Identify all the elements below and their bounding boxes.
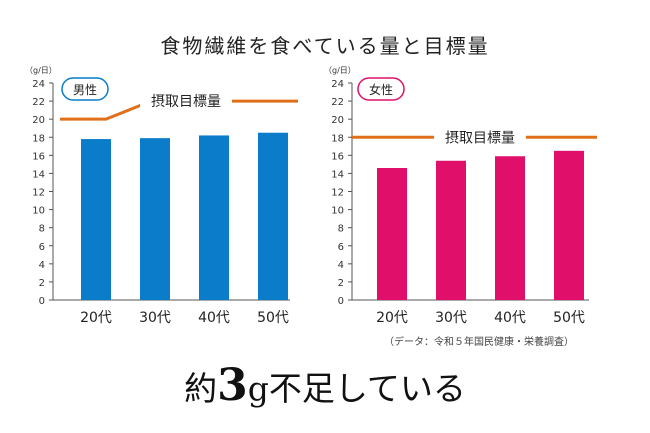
x-tick-label: 40代	[198, 310, 230, 326]
legend-badge	[357, 77, 405, 101]
x-tick-label: 30代	[435, 310, 467, 326]
legend-badge-label: 男性	[73, 83, 97, 97]
source-note: （データ：令和５年国民健康・栄養調査）	[384, 337, 574, 348]
y-tick-label: 10	[32, 206, 45, 217]
headline-number: 3	[217, 360, 248, 411]
x-tick-label: 30代	[139, 310, 171, 326]
bar	[436, 160, 466, 300]
y-tick-label: 8	[39, 224, 45, 235]
y-tick-label: 24	[32, 79, 45, 90]
y-tick-label: 24	[331, 79, 344, 90]
y-tick-label: 2	[39, 278, 45, 289]
y-tick-label: 0	[39, 296, 45, 307]
y-tick-label: 18	[32, 133, 45, 144]
bar	[258, 132, 288, 300]
y-tick-label: 14	[32, 169, 45, 180]
y-tick-label: 12	[331, 188, 344, 199]
y-tick-label: 18	[331, 133, 344, 144]
unit-label: （g/日）	[324, 66, 356, 75]
target-label: 摂取目標量	[445, 130, 515, 146]
target-label-bg	[434, 127, 526, 148]
target-label: 摂取目標量	[151, 94, 221, 110]
headline-text: 約3g不足している	[184, 360, 466, 411]
y-tick-label: 4	[39, 260, 45, 271]
y-tick-label: 16	[331, 151, 344, 162]
bar	[199, 135, 229, 300]
y-tick-label: 22	[32, 97, 45, 108]
y-tick-label: 20	[331, 115, 344, 126]
headline: 約3g不足している	[0, 360, 650, 411]
x-tick-label: 50代	[553, 310, 585, 326]
y-tick-label: 2	[338, 278, 344, 289]
y-tick-label: 0	[338, 296, 344, 307]
unit-label: （g/日）	[25, 66, 57, 75]
y-tick-label: 14	[331, 169, 344, 180]
target-label-bg	[140, 91, 232, 112]
x-tick-label: 40代	[494, 310, 526, 326]
y-tick-label: 22	[331, 97, 344, 108]
legend-badge-label: 女性	[369, 82, 393, 97]
y-tick-label: 4	[338, 260, 344, 271]
page-title: 食物繊維を食べている量と目標量	[160, 34, 490, 58]
bar	[495, 156, 525, 300]
y-tick-label: 20	[32, 115, 45, 126]
y-tick-label: 16	[32, 151, 45, 162]
x-tick-label: 20代	[376, 310, 408, 326]
bar	[554, 150, 584, 300]
y-tick-label: 8	[338, 224, 344, 235]
bar	[140, 138, 170, 300]
bar	[377, 167, 407, 300]
y-tick-label: 6	[39, 242, 45, 253]
bar	[81, 139, 111, 300]
y-tick-label: 10	[331, 206, 344, 217]
y-tick-label: 6	[338, 242, 344, 253]
x-tick-label: 50代	[257, 310, 289, 326]
x-tick-label: 20代	[80, 310, 112, 326]
y-tick-label: 12	[32, 188, 45, 199]
legend-badge	[61, 77, 109, 101]
